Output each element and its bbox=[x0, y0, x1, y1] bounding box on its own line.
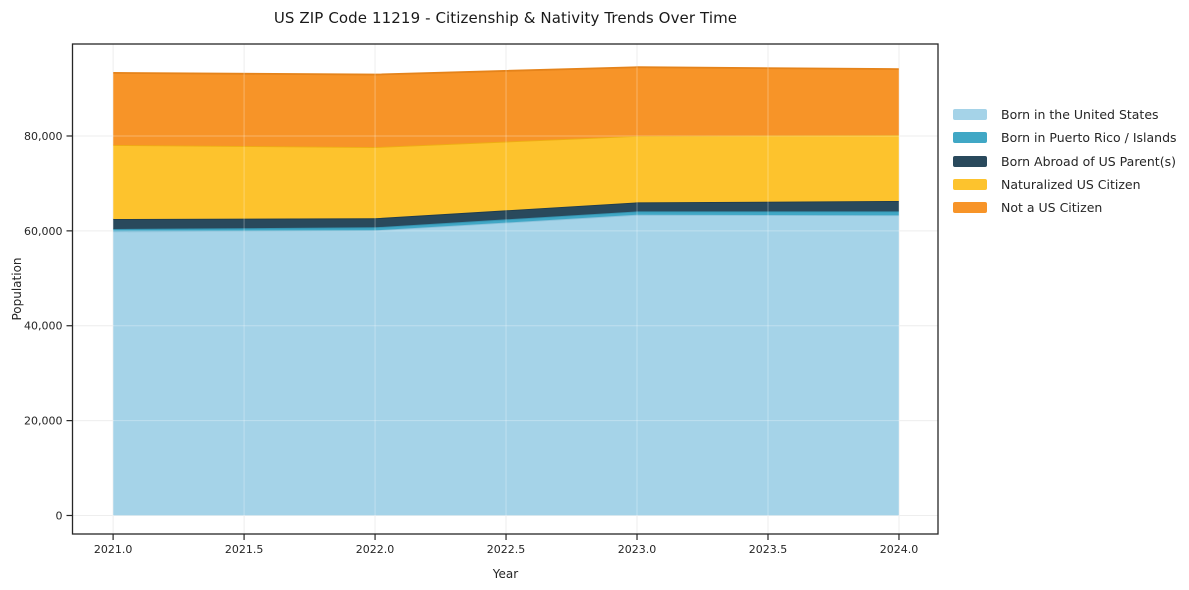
legend: Born in the United States Born in Puerto … bbox=[953, 103, 1177, 219]
legend-swatch-icon bbox=[953, 202, 987, 214]
area-series-1 bbox=[113, 211, 899, 232]
legend-label: Born in Puerto Rico / Islands bbox=[1001, 130, 1177, 146]
y-tick-label: 60,000 bbox=[24, 225, 63, 238]
legend-swatch-icon bbox=[953, 179, 987, 191]
legend-item: Naturalized US Citizen bbox=[953, 173, 1177, 196]
y-tick-label: 80,000 bbox=[24, 130, 63, 143]
y-axis-label: Population bbox=[10, 257, 24, 321]
y-tick-label: 0 bbox=[56, 509, 63, 522]
area-series-4 bbox=[113, 67, 899, 148]
legend-label: Born in the United States bbox=[1001, 107, 1159, 123]
legend-item: Not a US Citizen bbox=[953, 196, 1177, 219]
y-tick-label: 40,000 bbox=[24, 320, 63, 333]
area-series-2 bbox=[113, 200, 899, 229]
x-tick-label: 2021.0 bbox=[94, 543, 133, 556]
x-axis-label: Year bbox=[492, 567, 519, 581]
legend-swatch-icon bbox=[953, 155, 987, 167]
legend-swatch-icon bbox=[953, 132, 987, 144]
legend-item: Born Abroad of US Parent(s) bbox=[953, 150, 1177, 173]
area-edge-series-2 bbox=[113, 200, 899, 220]
legend-item: Born in Puerto Rico / Islands bbox=[953, 126, 1177, 149]
y-tick-label: 20,000 bbox=[24, 415, 63, 428]
x-tick-label: 2022.0 bbox=[356, 543, 395, 556]
area-series-3 bbox=[113, 135, 899, 219]
x-tick-label: 2023.5 bbox=[749, 543, 788, 556]
x-tick-label: 2022.5 bbox=[487, 543, 526, 556]
chart-title: US ZIP Code 11219 - Citizenship & Nativi… bbox=[273, 9, 738, 27]
x-tick-label: 2023.0 bbox=[618, 543, 657, 556]
area-series-0 bbox=[113, 214, 899, 516]
x-tick-label: 2021.5 bbox=[225, 543, 264, 556]
legend-label: Not a US Citizen bbox=[1001, 200, 1103, 216]
area-edge-series-4 bbox=[113, 66, 899, 76]
plot-border bbox=[71, 43, 939, 535]
x-tick-label: 2024.0 bbox=[880, 543, 919, 556]
legend-swatch-icon bbox=[953, 109, 987, 121]
legend-item: Born in the United States bbox=[953, 103, 1177, 126]
legend-label: Naturalized US Citizen bbox=[1001, 177, 1141, 193]
legend-label: Born Abroad of US Parent(s) bbox=[1001, 153, 1176, 169]
